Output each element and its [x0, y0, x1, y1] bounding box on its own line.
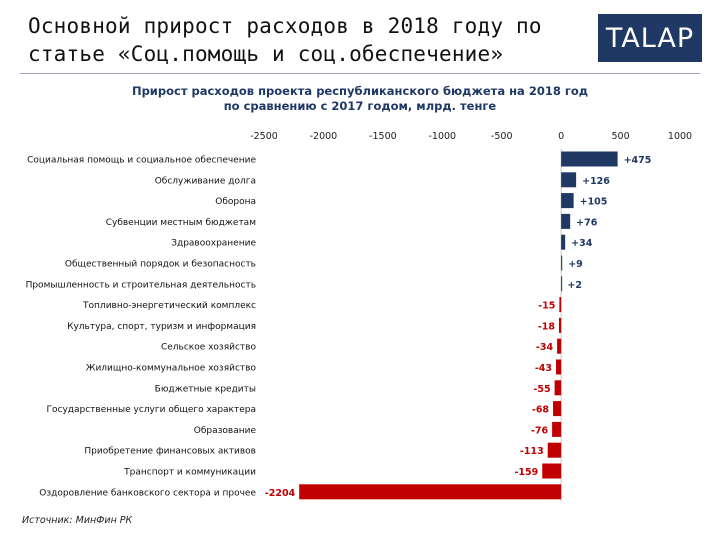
chart-title-block: Прирост расходов проекта республиканског…	[20, 84, 700, 114]
category-label: Оборона	[215, 197, 256, 207]
category-label: Оздоровление банковского сектора и проче…	[39, 488, 256, 498]
bar	[559, 317, 562, 333]
category-label: Здравоохранение	[171, 239, 256, 249]
data-label: -113	[520, 446, 544, 457]
category-label: Промышленность и строительная деятельнос…	[26, 280, 256, 290]
chart-title: Прирост расходов проекта республиканског…	[131, 84, 589, 98]
data-label: +105	[580, 197, 608, 208]
data-label: +76	[576, 217, 598, 228]
category-label: Обслуживание долга	[155, 176, 256, 186]
x-tick-label: 1000	[668, 131, 692, 142]
category-label: Образование	[194, 426, 257, 436]
category-label: Сельское хозяйство	[161, 343, 257, 353]
bar	[561, 151, 618, 167]
category-label: Культура, спорт, туризм и информация	[67, 322, 256, 332]
data-label: -159	[514, 467, 538, 478]
category-label: Государственные услуги общего характера	[47, 405, 257, 415]
source-note: Источник: МинФин РК	[22, 515, 133, 526]
data-label: -34	[536, 342, 554, 353]
bar	[559, 297, 562, 313]
category-label: Бюджетные кредиты	[155, 384, 256, 394]
bar	[547, 442, 562, 458]
data-label: +34	[571, 238, 593, 249]
data-label: -76	[531, 425, 549, 436]
data-label: -43	[535, 363, 552, 374]
bar	[561, 255, 563, 271]
category-label: Топливно-энергетический комплекс	[82, 301, 256, 311]
bar	[552, 421, 562, 437]
bar	[561, 276, 563, 292]
bar	[554, 380, 562, 396]
bar	[561, 213, 571, 229]
x-tick-label: -2500	[250, 131, 278, 142]
category-label: Жилищно-коммунальное хозяйство	[86, 364, 257, 374]
bar	[299, 484, 562, 500]
x-tick-label: -1000	[428, 131, 456, 142]
data-label: -55	[533, 384, 550, 395]
talap-logo: TALAP	[598, 14, 702, 62]
x-tick-label: -500	[491, 131, 513, 142]
x-tick-label: -2000	[310, 131, 338, 142]
category-label: Транспорт и коммуникации	[123, 468, 256, 478]
bar	[542, 463, 562, 479]
data-label: -68	[532, 405, 550, 416]
page-title: Основной прирост расходов в 2018 году по…	[28, 14, 542, 66]
chart-subtitle: по сравнению с 2017 годом, млрд. тенге	[223, 99, 497, 113]
category-label: Субвенции местным бюджетам	[106, 218, 256, 228]
bar	[561, 172, 577, 188]
bar	[557, 338, 562, 354]
data-label: +126	[582, 176, 610, 187]
bar	[561, 234, 566, 250]
bar	[561, 193, 574, 209]
data-label: +2	[567, 280, 582, 291]
category-label: Общественный порядок и безопасность	[65, 260, 256, 270]
x-tick-label: 500	[612, 131, 630, 142]
data-label: -15	[538, 301, 555, 312]
bar	[556, 359, 562, 375]
data-label: +9	[568, 259, 583, 270]
data-label: +475	[624, 155, 652, 166]
x-tick-label: 0	[558, 131, 564, 142]
category-label: Социальная помощь и социальное обеспечен…	[27, 156, 256, 166]
data-label: -18	[538, 321, 556, 332]
category-label: Приобретение финансовых активов	[84, 447, 256, 457]
bar	[553, 401, 562, 417]
data-label: -2204	[265, 488, 296, 499]
title-divider	[20, 73, 700, 74]
x-tick-label: -1500	[369, 131, 397, 142]
